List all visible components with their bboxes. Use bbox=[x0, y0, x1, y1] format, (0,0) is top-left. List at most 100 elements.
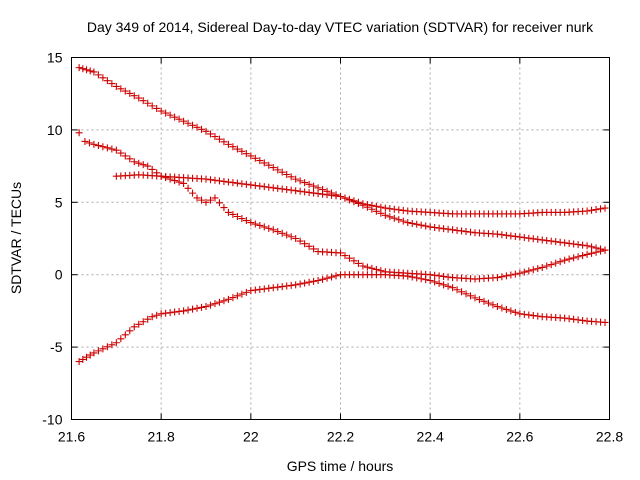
data-point bbox=[193, 194, 201, 202]
data-point bbox=[94, 142, 102, 150]
data-point bbox=[233, 212, 241, 220]
data-point bbox=[256, 157, 264, 165]
data-point bbox=[180, 307, 188, 315]
data-point bbox=[202, 175, 210, 183]
data-point bbox=[198, 303, 206, 311]
data-point bbox=[112, 82, 120, 90]
data-point bbox=[350, 257, 358, 265]
data-point bbox=[215, 298, 223, 306]
data-point bbox=[83, 66, 91, 74]
data-point bbox=[251, 154, 259, 162]
data-point bbox=[440, 281, 448, 289]
data-point bbox=[301, 179, 309, 187]
y-tick-label: -5 bbox=[50, 339, 63, 355]
data-point bbox=[301, 240, 309, 248]
data-point bbox=[458, 288, 466, 296]
data-point bbox=[274, 283, 282, 291]
data-point bbox=[350, 198, 358, 206]
data-point bbox=[251, 220, 259, 228]
data-point bbox=[256, 221, 264, 229]
data-point bbox=[79, 355, 87, 363]
data-point bbox=[135, 159, 143, 167]
data-point bbox=[319, 190, 327, 198]
data-point bbox=[314, 276, 322, 284]
data-point bbox=[206, 176, 214, 184]
plot-frame bbox=[71, 57, 610, 420]
data-point bbox=[220, 177, 228, 185]
y-tick-label: -10 bbox=[42, 412, 62, 428]
data-point bbox=[287, 186, 295, 194]
data-point bbox=[453, 226, 461, 234]
data-point bbox=[238, 215, 246, 223]
data-point bbox=[157, 310, 165, 318]
data-point bbox=[422, 276, 430, 284]
data-point bbox=[381, 204, 389, 212]
data-point bbox=[265, 284, 273, 292]
y-tick-label: 15 bbox=[47, 50, 63, 66]
data-point bbox=[242, 288, 250, 296]
data-point bbox=[467, 292, 475, 300]
data-point bbox=[552, 238, 560, 246]
x-tick-label: 22.4 bbox=[417, 429, 444, 445]
data-point bbox=[99, 74, 107, 82]
data-point bbox=[395, 216, 403, 224]
data-point bbox=[242, 150, 250, 158]
data-point bbox=[224, 140, 232, 148]
data-point bbox=[471, 294, 479, 302]
data-point bbox=[211, 300, 219, 308]
data-point bbox=[256, 182, 264, 190]
data-point bbox=[431, 223, 439, 231]
data-point bbox=[579, 241, 587, 249]
data-point bbox=[583, 250, 591, 258]
data-point bbox=[570, 254, 578, 262]
data-point bbox=[184, 119, 192, 127]
data-point bbox=[260, 159, 268, 167]
data-point bbox=[538, 236, 546, 244]
data-point bbox=[323, 274, 331, 282]
data-point bbox=[278, 168, 286, 176]
data-point bbox=[547, 237, 555, 245]
data-point bbox=[247, 219, 255, 227]
data-point bbox=[529, 312, 537, 320]
data-point bbox=[493, 230, 501, 238]
data-point bbox=[193, 123, 201, 131]
data-point bbox=[117, 335, 125, 343]
data-point bbox=[287, 173, 295, 181]
data-point bbox=[144, 162, 152, 170]
data-point bbox=[525, 267, 533, 275]
data-point bbox=[251, 286, 259, 294]
data-point bbox=[507, 307, 515, 315]
data-point bbox=[283, 186, 291, 194]
y-tick-label: 10 bbox=[47, 122, 63, 138]
data-point bbox=[345, 196, 353, 204]
data-point bbox=[404, 219, 412, 227]
data-point bbox=[189, 189, 197, 197]
data-point bbox=[171, 113, 179, 121]
data-point bbox=[301, 188, 309, 196]
data-point bbox=[274, 228, 282, 236]
data-point bbox=[83, 353, 91, 361]
data-point bbox=[404, 272, 412, 280]
data-point bbox=[247, 287, 255, 295]
data-point bbox=[130, 323, 138, 331]
data-point bbox=[426, 223, 434, 231]
data-point bbox=[215, 199, 223, 207]
x-tick-label: 22.6 bbox=[506, 429, 533, 445]
data-point bbox=[368, 264, 376, 272]
series-3 bbox=[112, 171, 609, 254]
data-point bbox=[475, 296, 483, 304]
data-point bbox=[417, 221, 425, 229]
data-point bbox=[139, 97, 147, 105]
data-point bbox=[431, 271, 439, 279]
data-point bbox=[198, 196, 206, 204]
data-point bbox=[211, 194, 219, 202]
x-tick-label: 22.8 bbox=[596, 429, 623, 445]
data-point bbox=[247, 152, 255, 160]
data-point bbox=[233, 292, 241, 300]
data-point bbox=[108, 80, 116, 88]
data-point bbox=[94, 71, 102, 79]
data-point bbox=[498, 304, 506, 312]
data-point bbox=[601, 246, 609, 254]
data-point bbox=[166, 111, 174, 119]
data-point bbox=[305, 242, 313, 250]
